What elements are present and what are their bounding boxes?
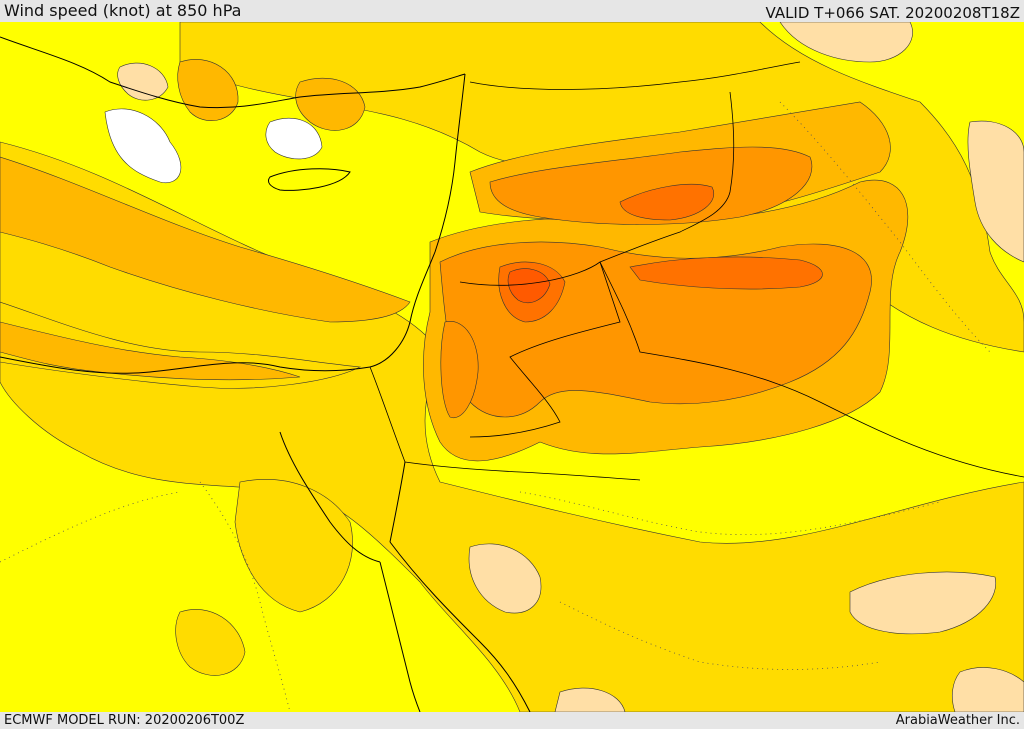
pale-patch-arabia	[468, 543, 542, 614]
pale-patch-south	[554, 687, 626, 712]
white-patch-mediterranean	[104, 108, 182, 184]
dark-orange-north	[619, 184, 714, 221]
amber-band-west	[0, 156, 411, 323]
wind-speed-map	[0, 22, 1024, 712]
footer-bar: ECMWF MODEL RUN: 20200206T00Z ArabiaWeat…	[0, 712, 1024, 729]
border-syria-iraq	[599, 91, 735, 263]
border-egypt-arabia	[404, 461, 641, 481]
red-orange-core	[507, 268, 551, 304]
header-bar: Wind speed (knot) at 850 hPa VALID T+066…	[0, 0, 1024, 22]
amber-band-west-2	[0, 321, 301, 381]
coastline-red-sea-west	[379, 561, 421, 712]
border-egypt-libya	[369, 366, 406, 463]
orange-south-lobe	[440, 321, 479, 419]
dotted-line-2	[519, 491, 941, 536]
coastline-gulf-of-aqaba	[389, 461, 406, 543]
coastline-gulf-of-suez	[279, 431, 381, 563]
border-jordan	[459, 261, 621, 438]
orange-north	[489, 146, 813, 225]
pale-patch-ne	[779, 22, 913, 63]
pale-patch-far-se	[951, 667, 1024, 712]
map-title: Wind speed (knot) at 850 hPa	[4, 1, 242, 20]
pale-patch-se	[849, 571, 997, 635]
gold-region-south	[175, 609, 246, 676]
dotted-line-3	[779, 101, 991, 353]
border-iraq	[469, 61, 801, 90]
amber-blob-north-1	[295, 77, 366, 131]
dark-orange-east	[629, 256, 823, 290]
credit: ArabiaWeather Inc.	[895, 713, 1020, 728]
white-patch-cyprus	[265, 117, 323, 160]
pale-patch-east	[967, 120, 1024, 263]
coastline-turkey	[0, 36, 466, 109]
border-saudi-iraq	[599, 261, 1024, 478]
pale-patch-nw	[117, 62, 169, 101]
coastline-north-africa	[0, 356, 371, 374]
model-run: ECMWF MODEL RUN: 20200206T00Z	[4, 713, 245, 728]
coastline-cyprus	[267, 168, 351, 191]
coastline-levant	[369, 73, 466, 368]
valid-time: VALID T+066 SAT. 20200208T18Z	[765, 4, 1020, 22]
coastline-red-sea-east	[389, 541, 531, 712]
